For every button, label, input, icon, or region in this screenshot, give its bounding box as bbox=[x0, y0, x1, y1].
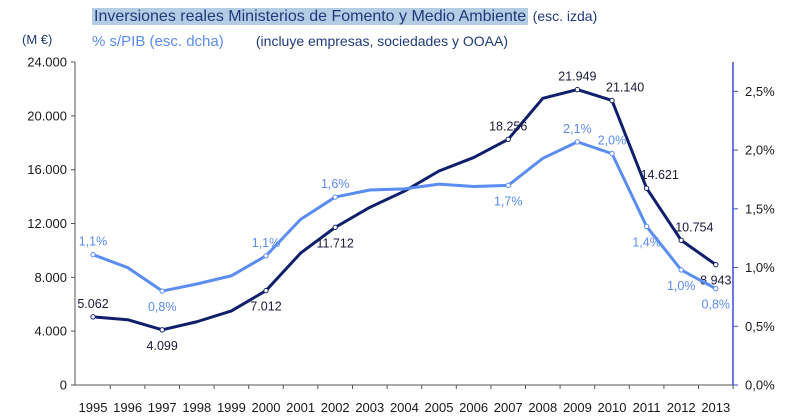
data-point-marker bbox=[643, 185, 650, 191]
pib-data-label: 1,6% bbox=[321, 177, 350, 191]
pib-data-label: 2,1% bbox=[563, 122, 592, 136]
x-tick-label: 1996 bbox=[113, 400, 142, 415]
left-tick-label: 20.000 bbox=[27, 108, 67, 123]
data-point-marker bbox=[332, 194, 338, 200]
x-tick-label: 2010 bbox=[598, 400, 627, 415]
data-point-marker bbox=[713, 261, 719, 268]
investment-data-label: 8.943 bbox=[700, 274, 731, 288]
x-tick-label: 2006 bbox=[459, 400, 488, 415]
data-point-marker bbox=[643, 223, 650, 230]
data-point-marker bbox=[505, 182, 511, 189]
right-tick-label: 1,0% bbox=[745, 260, 775, 275]
x-tick-label: 2001 bbox=[286, 400, 315, 415]
investment-data-label: 10.754 bbox=[675, 220, 713, 234]
x-tick-label: 1997 bbox=[148, 400, 177, 415]
x-tick-label: 1998 bbox=[182, 400, 211, 415]
left-tick-label: 12.000 bbox=[27, 216, 67, 231]
x-tick-label: 2003 bbox=[355, 400, 384, 415]
right-tick-label: 1,5% bbox=[745, 201, 775, 216]
investment-data-label: 14.621 bbox=[641, 168, 679, 182]
right-tick-label: 0,5% bbox=[745, 319, 775, 334]
x-tick-label: 2002 bbox=[321, 400, 350, 415]
x-tick-label: 2000 bbox=[252, 400, 281, 415]
left-tick-label: 0 bbox=[60, 378, 67, 393]
data-point-marker bbox=[574, 139, 581, 145]
x-tick-label: 2009 bbox=[563, 400, 592, 415]
series-line-pib bbox=[92, 140, 717, 293]
left-axis-unit: (M €) bbox=[22, 32, 53, 47]
data-point-marker bbox=[609, 97, 615, 104]
data-point-marker bbox=[332, 224, 338, 231]
right-tick-label: 2,5% bbox=[745, 84, 775, 99]
chart-subtitle: % s/PIB (esc. dcha) (incluye empresas, s… bbox=[92, 33, 508, 50]
pib-data-label: 1,1% bbox=[252, 236, 281, 250]
chart-title-main-note: (esc. izda) bbox=[532, 8, 598, 24]
chart-title-main: Inversiones reales Ministerios de Foment… bbox=[92, 8, 529, 25]
data-point-marker bbox=[505, 136, 511, 143]
x-tick-label: 2011 bbox=[633, 400, 661, 415]
x-tick-label: 1999 bbox=[217, 400, 246, 415]
data-point-marker bbox=[90, 314, 96, 320]
x-tick-label: 2012 bbox=[667, 400, 696, 415]
data-point-marker bbox=[159, 288, 165, 294]
investment-data-label: 21.140 bbox=[606, 80, 644, 94]
x-tick-label: 2004 bbox=[390, 400, 419, 415]
secondary-series-title: % s/PIB (esc. dcha) bbox=[92, 33, 224, 50]
pib-data-label: 1,7% bbox=[494, 194, 523, 208]
investment-data-label: 11.712 bbox=[317, 236, 354, 250]
left-tick-label: 4.000 bbox=[34, 324, 67, 339]
data-point-marker bbox=[263, 253, 269, 259]
x-tick-label: 2008 bbox=[528, 400, 557, 415]
data-point-marker bbox=[678, 267, 684, 273]
x-tick-label: 1995 bbox=[79, 400, 108, 415]
investment-data-label: 7.012 bbox=[250, 300, 281, 314]
right-tick-label: 0,0% bbox=[745, 378, 775, 393]
pib-data-label: 1,1% bbox=[79, 235, 108, 249]
investment-data-label: 4.099 bbox=[147, 339, 178, 353]
pib-data-label: 2,0% bbox=[598, 134, 627, 148]
chart-note: (incluye empresas, sociedades y OOAA) bbox=[255, 33, 508, 49]
data-point-marker bbox=[263, 287, 269, 294]
data-point-marker bbox=[713, 285, 719, 292]
pib-data-label: 1,0% bbox=[667, 279, 696, 293]
data-point-marker bbox=[159, 327, 165, 333]
right-tick-label: 2,0% bbox=[745, 143, 775, 158]
data-point-marker bbox=[609, 150, 615, 157]
data-point-marker bbox=[90, 251, 96, 258]
x-tick-label: 2013 bbox=[701, 400, 730, 415]
data-point-marker bbox=[574, 86, 581, 93]
left-tick-label: 24.000 bbox=[27, 55, 67, 70]
investment-data-label: 18.256 bbox=[489, 119, 527, 133]
x-tick-label: 2005 bbox=[425, 400, 454, 415]
pib-data-label: 0,8% bbox=[148, 300, 177, 314]
left-tick-label: 16.000 bbox=[27, 162, 67, 177]
data-point-marker bbox=[678, 237, 684, 243]
chart-title: Inversiones reales Ministerios de Foment… bbox=[92, 8, 597, 26]
x-tick-label: 2007 bbox=[494, 400, 523, 415]
investment-data-label: 21.949 bbox=[558, 70, 596, 84]
left-tick-label: 8.000 bbox=[34, 270, 67, 285]
pib-data-label: 1,4% bbox=[632, 235, 661, 249]
investment-data-label: 5.062 bbox=[77, 297, 108, 311]
series-line-investment bbox=[92, 88, 717, 332]
pib-data-label: 0,8% bbox=[702, 298, 731, 312]
